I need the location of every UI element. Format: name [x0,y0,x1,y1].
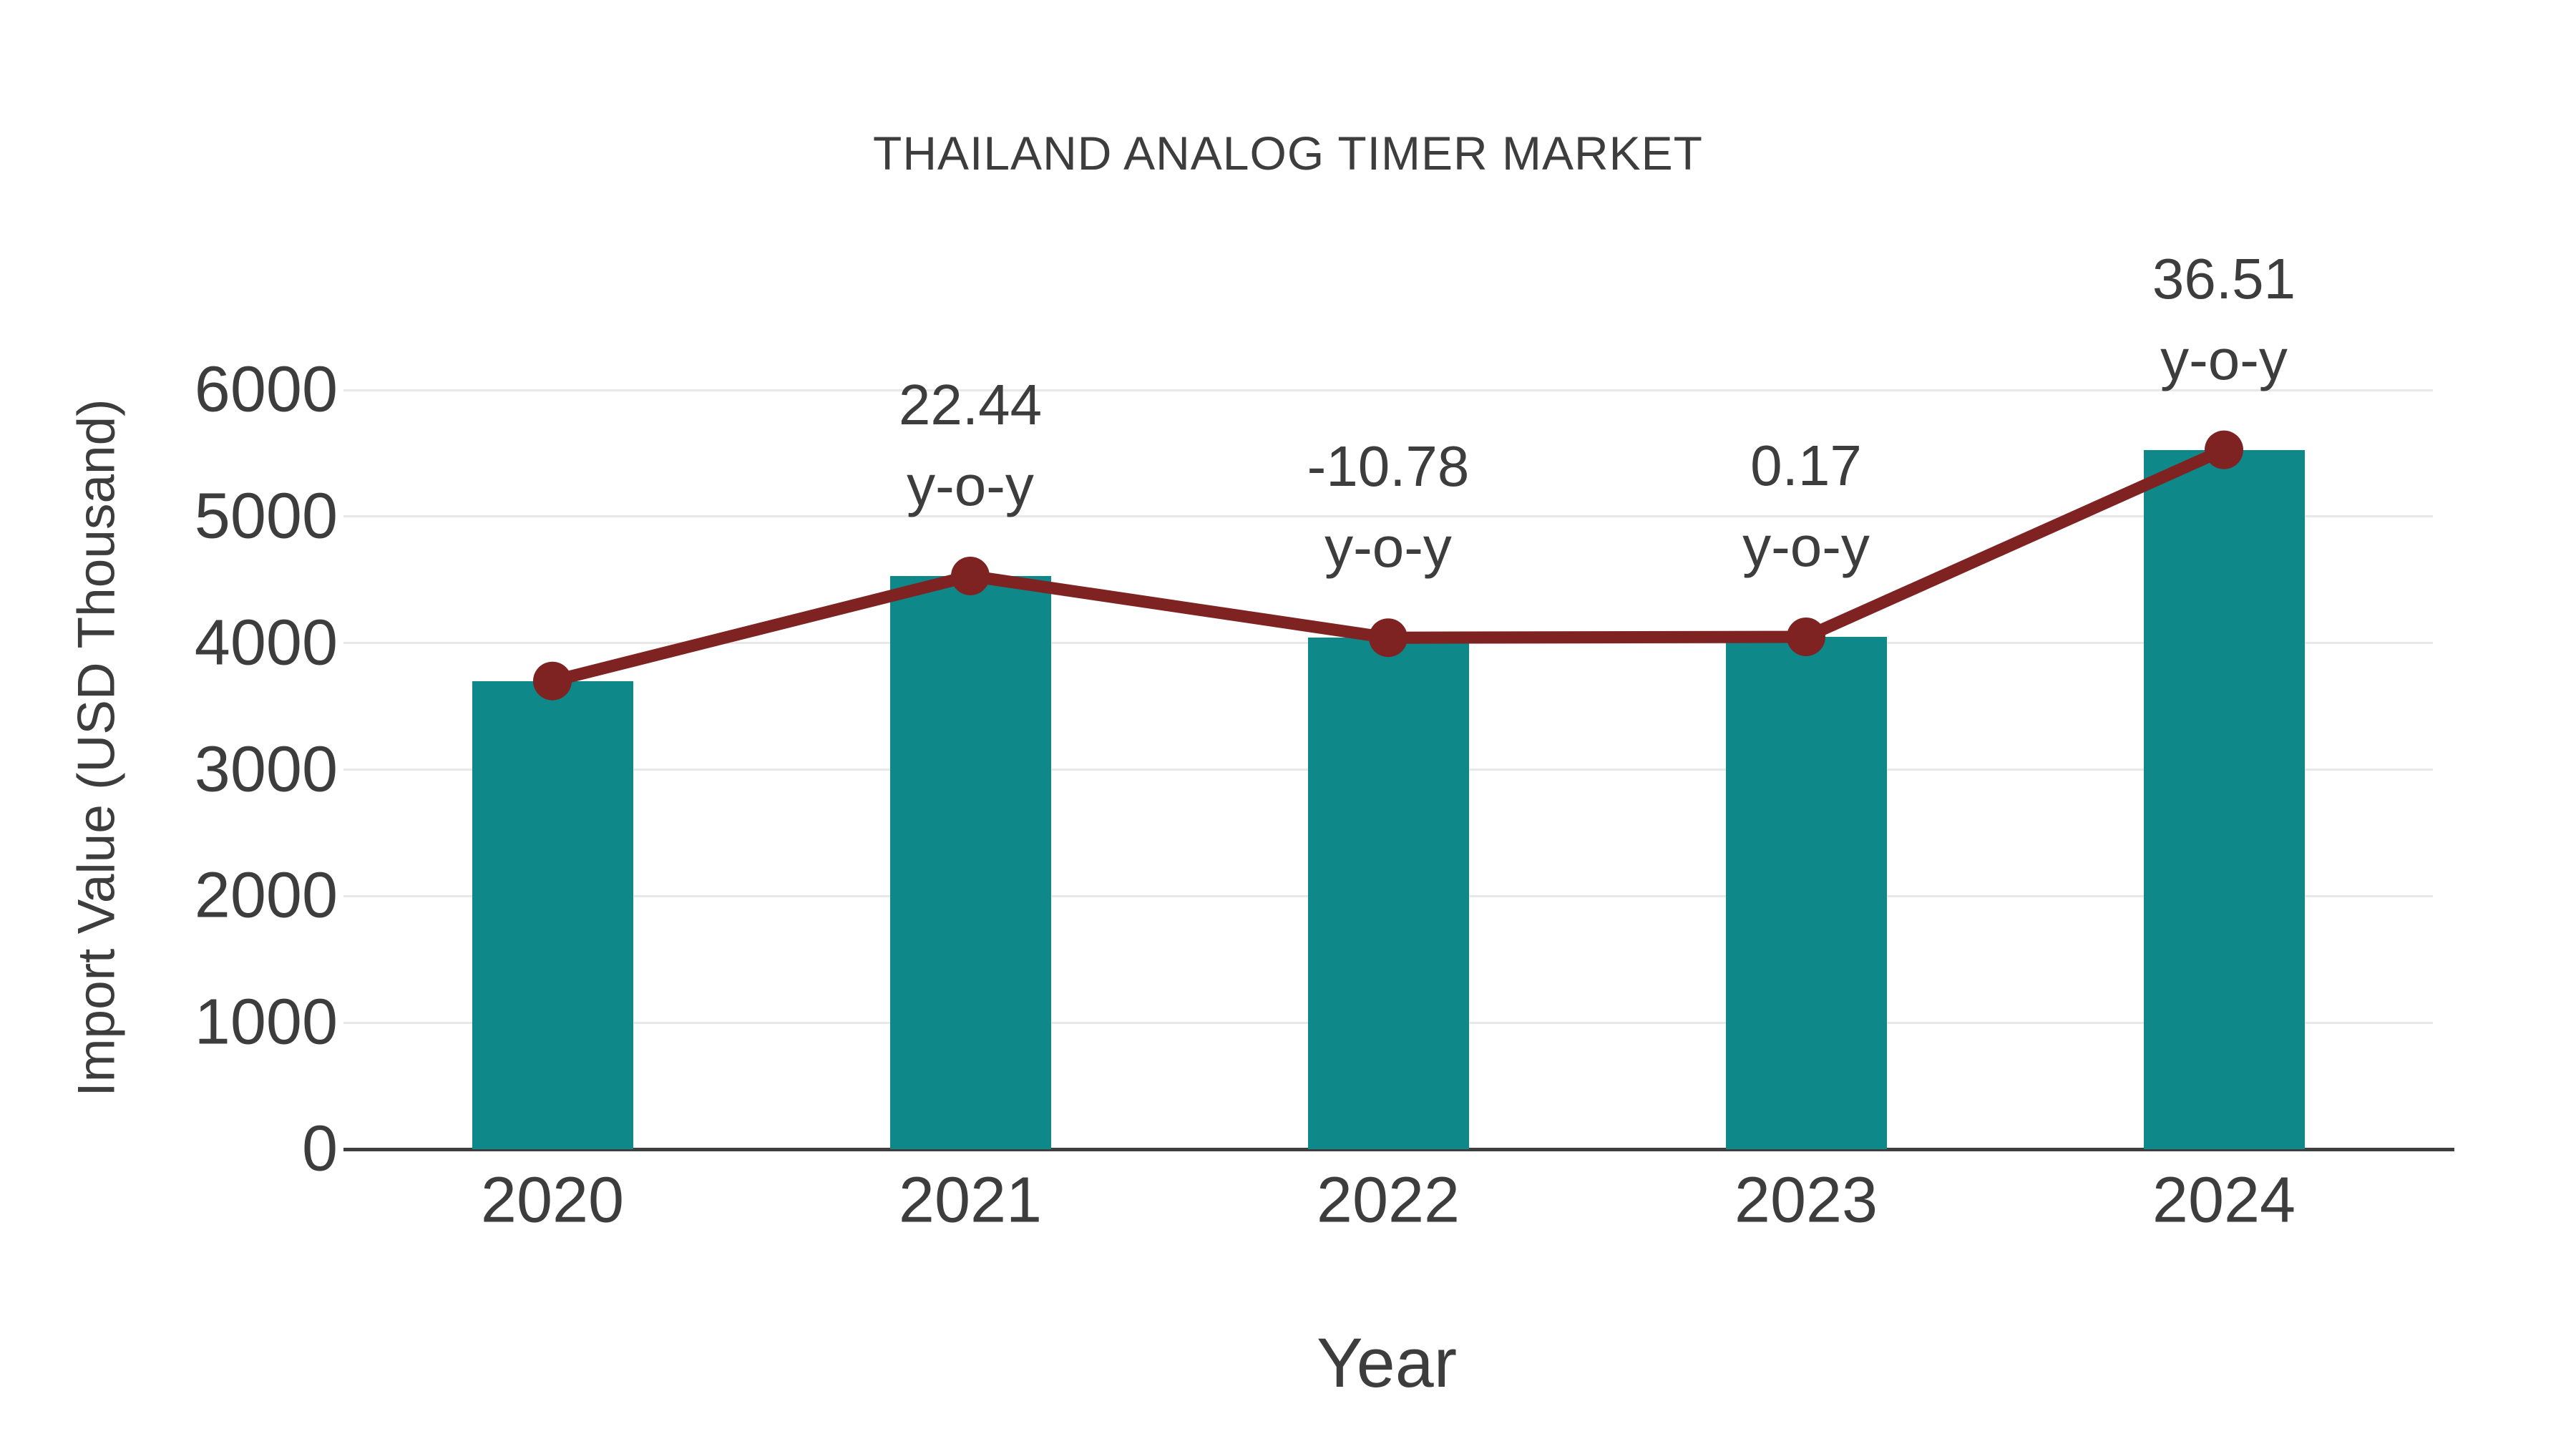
yoy-annotation-2023: 0.17 y-o-y [1742,425,1870,587]
y-tick-label-0: 0 [301,1113,338,1185]
yoy-label: y-o-y [1324,515,1452,580]
y-tick-label-1000: 1000 [194,986,338,1058]
x-axis-line [343,1147,2454,1151]
yoy-annotation-2022: -10.78 y-o-y [1307,426,1470,587]
bar-2020 [472,680,633,1149]
yoy-label: y-o-y [2160,327,2288,391]
bar-2024 [2143,449,2305,1149]
bar-2021 [889,575,1051,1149]
y-tick-label-6000: 6000 [194,353,338,426]
yoy-value: -10.78 [1307,434,1470,499]
line-marker-2024 [2205,430,2243,469]
yoy-label: y-o-y [907,453,1034,517]
x-tick-label-2023: 2023 [1734,1164,1878,1236]
y-tick-label-5000: 5000 [194,480,338,552]
yoy-annotation-2021: 22.44 y-o-y [899,364,1042,526]
x-tick-label-2021: 2021 [898,1164,1043,1236]
line-marker-2020 [533,661,572,701]
x-tick-label-2020: 2020 [480,1164,625,1236]
gridline-5000 [343,515,2433,518]
x-tick-label-2022: 2022 [1316,1164,1460,1236]
yoy-value: 36.51 [2152,246,2296,311]
yoy-label: y-o-y [1742,514,1870,578]
x-tick-label-2024: 2024 [2152,1164,2296,1236]
gridline-6000 [343,389,2433,391]
yoy-value: 22.44 [898,372,1043,436]
x-axis-title: Year [1317,1324,1457,1402]
bar-2023 [1725,637,1887,1149]
bar-2022 [1307,638,1469,1149]
yoy-annotation-2024: 36.51 y-o-y [2152,238,2296,400]
y-tick-label-2000: 2000 [194,859,338,932]
line-marker-2021 [951,556,990,595]
line-marker-2022 [1369,618,1407,658]
chart-title: THAILAND ANALOG TIMER MARKET [873,127,1703,180]
y-tick-label-3000: 3000 [194,733,338,805]
yoy-value: 0.17 [1750,434,1862,497]
line-marker-2023 [1787,618,1825,657]
y-tick-label-4000: 4000 [194,607,338,679]
